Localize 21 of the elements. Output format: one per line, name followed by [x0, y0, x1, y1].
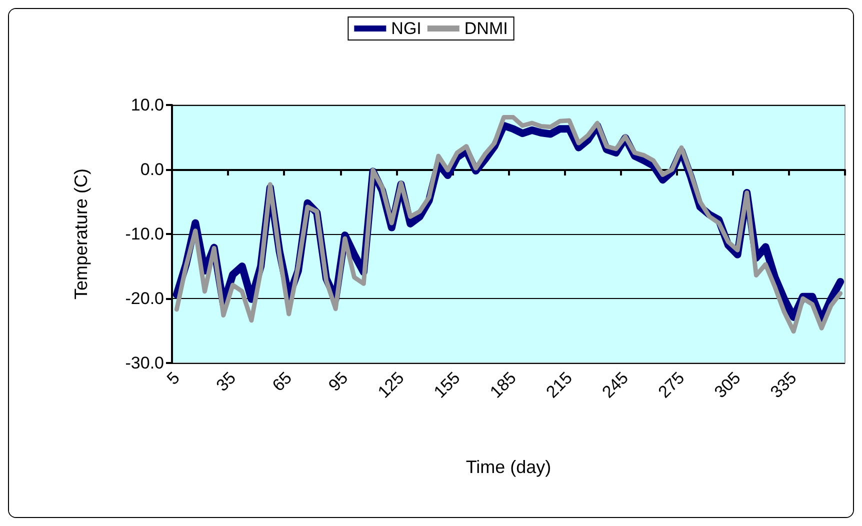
x-tick-label: 95 [324, 368, 352, 396]
y-tick-label: -10.0 [125, 224, 164, 244]
x-tick-label: 215 [542, 368, 576, 402]
y-axis-title: Temperature (C) [71, 168, 91, 300]
y-tick-label: 0.0 [140, 160, 164, 179]
x-tick-label: 185 [486, 368, 520, 402]
x-tick-label: 305 [710, 368, 744, 402]
y-tick-label: -30.0 [125, 354, 164, 372]
x-tick-label: 65 [268, 368, 296, 396]
x-axis-title: Time (day) [466, 457, 552, 477]
x-tick-label: 335 [766, 368, 800, 402]
x-tick-label: 275 [654, 368, 688, 402]
x-tick-label: 35 [212, 368, 240, 396]
legend-label: DNMI [464, 19, 508, 38]
x-tick-label: 125 [374, 368, 408, 402]
y-tick-label: 10.0 [130, 96, 164, 114]
x-tick-label: 245 [598, 368, 632, 402]
legend-label: NGI [391, 19, 422, 38]
x-tick-label: 155 [430, 368, 464, 402]
y-tick-label: -20.0 [125, 289, 164, 308]
x-tick-label: 5 [163, 368, 184, 388]
